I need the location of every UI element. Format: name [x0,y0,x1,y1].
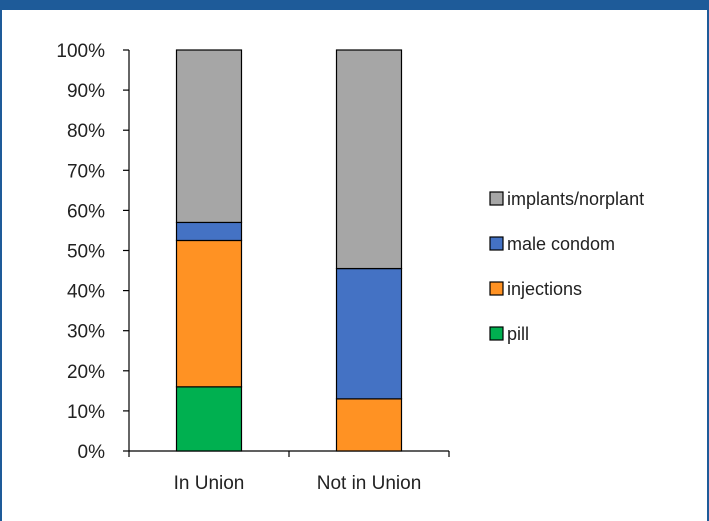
y-tick-label: 0% [78,442,106,463]
x-tick-labels: In Union Not in Union [174,473,422,494]
y-tick-label: 80% [67,121,105,142]
legend-label: injections [507,279,582,299]
bars [175,49,403,452]
legend-swatch [489,281,504,296]
legend-label: male condom [507,234,615,254]
y-tick-label: 20% [67,362,105,383]
y-tick-label: 60% [67,201,105,222]
legend-swatch [489,236,504,251]
bar-segment-injections [175,239,243,388]
y-tick-label: 10% [67,402,105,423]
y-tick-label: 50% [67,242,105,263]
legend: implants/norplant male condom injections pi… [489,189,644,344]
legend-label: implants/norplant [507,189,644,209]
y-tick-label: 30% [67,322,105,343]
bar-segment-implants-norplant [335,49,403,270]
y-tick-label: 90% [67,81,105,102]
legend-swatch [489,191,504,206]
bar-segment-implants-norplant [175,49,243,224]
y-tick-label: 40% [67,282,105,303]
y-tick-label: 100% [56,41,105,62]
bar-segment-injections [335,398,403,452]
bar-segment-male-condom [335,267,403,400]
y-tick-label: 70% [67,161,105,182]
legend-label: pill [507,324,529,344]
legend-swatch [489,326,504,341]
x-tick-label: Not in Union [317,473,422,494]
y-tick-labels: 0% 10% 20% 30% 40% 50% 60% 70% 80% 90% 100% [56,41,105,463]
bar-segment-pill [175,386,243,452]
bar-segment-male-condom [175,221,243,242]
x-tick-label: In Union [174,473,245,494]
title-bar [2,0,709,10]
